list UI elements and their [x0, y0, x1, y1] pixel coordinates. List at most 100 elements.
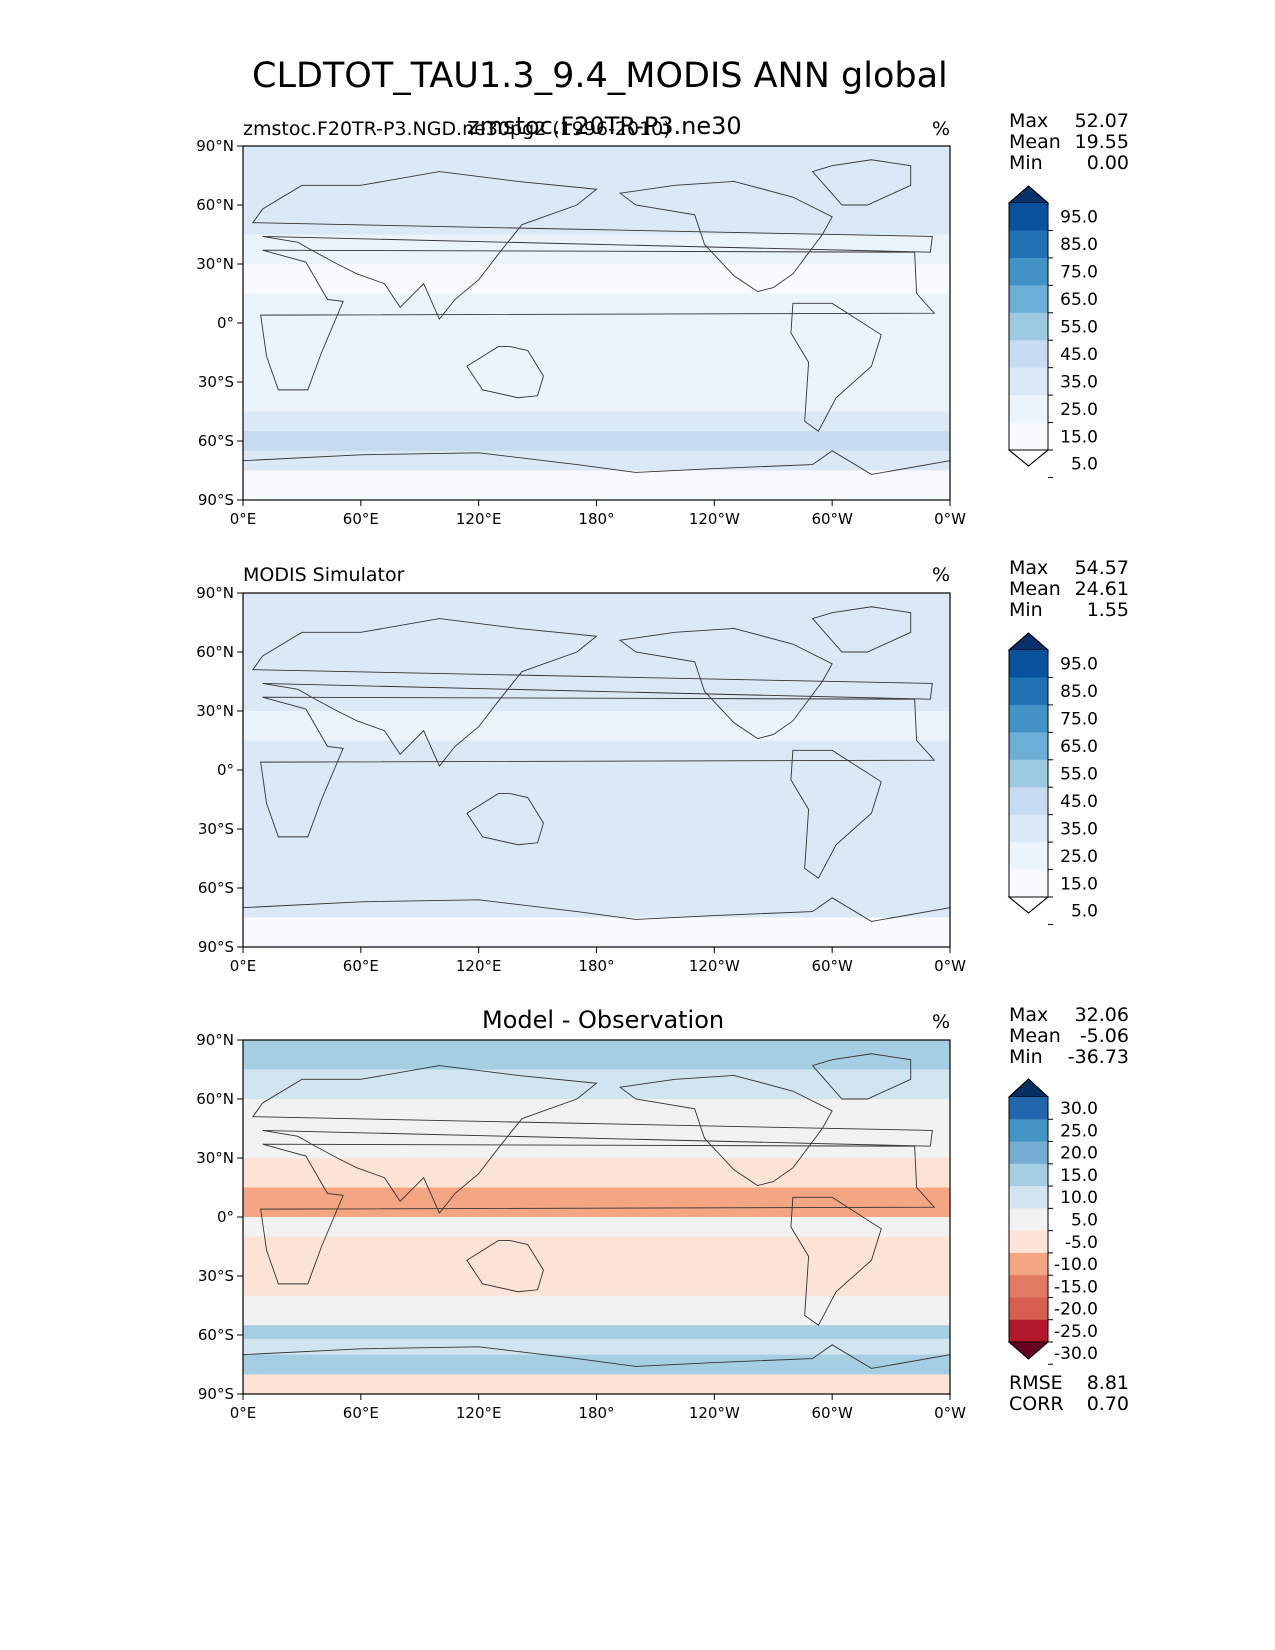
panel2-y-tick-label: 30°S	[198, 820, 234, 838]
panel3-colorbar-top-extend	[1007, 1078, 1050, 1098]
panel2-colorbar-band	[1009, 869, 1048, 898]
panel3-colorbar-tick-label: 30.0	[1060, 1099, 1098, 1119]
panel1-colorbar-band	[1009, 395, 1048, 423]
figure-title: CLDTOT_TAU1.3_9.4_MODIS ANN global	[252, 56, 948, 96]
panel1-colorbar-band	[1009, 203, 1048, 231]
panel2-lat-band	[243, 878, 950, 899]
panel3-colorbar-band	[1009, 1275, 1048, 1298]
panel2-x-tick-label: 120°W	[689, 957, 740, 975]
panel3-coastline	[811, 1053, 912, 1100]
panel2-stat-mean-label: Mean	[1009, 578, 1061, 600]
panel1-lat-band	[243, 175, 950, 206]
panel3-lat-band	[243, 1325, 950, 1340]
panel1-colorbar-tick-label: 5.0	[1071, 455, 1098, 475]
panel2-colorbar-bottom-extend	[1007, 896, 1050, 914]
panel2-x-tick-label: 0°W	[934, 957, 966, 975]
panel1-units: %	[932, 118, 951, 140]
panel1-coastline	[466, 346, 544, 399]
panel2-coastline	[466, 793, 544, 846]
panel3-colorbar-band	[1009, 1119, 1048, 1142]
panel2-y-tick-label: 90°S	[198, 938, 234, 956]
panel3-colorbar-band	[1009, 1186, 1048, 1209]
panel3-corr-value: 0.70	[1086, 1393, 1129, 1415]
panel1-title: zmstoc.F20TR-P3.ne30	[467, 112, 742, 140]
panel1-coastline	[251, 171, 933, 320]
panel1-colorbar-band	[1009, 367, 1048, 396]
panel2-stat-mean-value: 24.61	[1074, 578, 1129, 600]
panel1-colorbar-top-extend	[1007, 185, 1050, 204]
panel3-lat-band	[243, 1158, 950, 1188]
panel2-lat-band	[243, 681, 950, 712]
panel3-colorbar-bottom-extend	[1007, 1341, 1050, 1360]
panel2-colorbar-tick-label: 5.0	[1071, 902, 1098, 922]
panel2-colorbar-tick-label: 65.0	[1060, 737, 1098, 757]
panel1-colorbar-bottom-extend	[1007, 449, 1050, 467]
panel2-lat-band	[243, 829, 950, 859]
panel3-coastline	[466, 1240, 544, 1293]
panel1-colorbar-tick-label: 95.0	[1060, 208, 1098, 228]
panel3-corr-label: CORR	[1009, 1393, 1064, 1415]
panel2-coastline	[790, 749, 882, 879]
panel2-x-tick-label: 180°	[578, 957, 614, 975]
panel2-stat-values: 54.57 24.61 1.55	[1065, 558, 1129, 621]
panel3-colorbar-band	[1009, 1297, 1048, 1321]
panel2-stat-max-label: Max	[1009, 557, 1049, 579]
panel1-lat-band	[243, 431, 950, 452]
panel1-stat-mean-label: Mean	[1009, 131, 1061, 153]
panel3-colorbar-band	[1009, 1230, 1048, 1254]
panel1-colorbar-tick-label: 25.0	[1060, 400, 1098, 420]
panel3-x-tick-label: 120°W	[689, 1404, 740, 1422]
panel3-rmse-value: 8.81	[1086, 1372, 1129, 1394]
panel1-colorbar-tick-label: 85.0	[1060, 235, 1098, 255]
panel3-lat-band	[243, 1187, 950, 1208]
panel3-stat-mean-label: Mean	[1009, 1025, 1061, 1047]
panel1-lat-band	[243, 205, 950, 235]
panel2-colorbar-band	[1009, 787, 1048, 815]
panel3-coastline	[618, 1074, 833, 1187]
panel3-stat-min-label: Min	[1009, 1046, 1043, 1068]
panel3-colorbar-tick-label: 5.0	[1071, 1211, 1098, 1231]
panel1-colorbar-tick-label: 75.0	[1060, 263, 1098, 283]
panel3-stat-max-label: Max	[1009, 1004, 1049, 1026]
panel1-colorbar-band	[1009, 257, 1048, 286]
panel1-stat-min-label: Min	[1009, 152, 1043, 174]
panel1-y-tick-label: 30°N	[196, 255, 234, 273]
panel3-title: Model - Observation	[482, 1006, 725, 1034]
panel3-lat-band	[243, 1295, 950, 1326]
panel3-stat-max-value: 32.06	[1074, 1004, 1129, 1026]
panel2-colorbar-band	[1009, 650, 1048, 678]
panel1-stat-max-label: Max	[1009, 110, 1049, 132]
panel1-stat-mean-value: 19.55	[1074, 131, 1129, 153]
panel3-colorbar-tick-label: -30.0	[1054, 1344, 1098, 1364]
panel2-lat-band	[243, 770, 950, 800]
panel3-colorbar-tick-label: -5.0	[1065, 1233, 1098, 1253]
panel1-colorbar-band	[1009, 312, 1048, 341]
panel1-coastline	[618, 180, 833, 293]
panel1-colorbar-band	[1009, 340, 1048, 368]
panel2-colorbar-band	[1009, 677, 1048, 706]
panel2-colorbar-tick-label: 75.0	[1060, 710, 1098, 730]
panel1-lat-band	[243, 411, 950, 432]
panel3-extra-labels: RMSE CORR	[1009, 1373, 1064, 1415]
panel2-colorbar-tick-label: 45.0	[1060, 792, 1098, 812]
panel3-units: %	[932, 1011, 951, 1033]
panel2-x-tick-label: 120°E	[456, 957, 502, 975]
panel3-y-tick-label: 90°N	[196, 1031, 234, 1049]
panel3-x-tick-label: 0°W	[934, 1404, 966, 1422]
panel3-colorbar-tick-label: 25.0	[1060, 1121, 1098, 1141]
panel1-y-tick-label: 30°S	[198, 373, 234, 391]
panel1-stat-labels: Max Mean Min	[1009, 111, 1061, 174]
panel3-stat-values: 32.06 -5.06 -36.73	[1065, 1005, 1129, 1068]
panel2-lat-band	[243, 740, 950, 771]
panel2-lat-band	[243, 917, 950, 948]
panel1-coastline	[260, 249, 936, 391]
panel3-lat-band	[243, 1040, 950, 1070]
panel2-colorbar-tick-label: 15.0	[1060, 874, 1098, 894]
panel2-x-tick-label: 0°E	[230, 957, 257, 975]
panel2-stat-min-label: Min	[1009, 599, 1043, 621]
panel1-lat-band	[243, 146, 950, 176]
panel3-colorbar-tick-label: -25.0	[1054, 1322, 1098, 1342]
panel1-colorbar-band	[1009, 285, 1048, 314]
panel3-lat-band	[243, 1217, 950, 1238]
panel1-x-tick-label: 120°E	[456, 510, 502, 528]
